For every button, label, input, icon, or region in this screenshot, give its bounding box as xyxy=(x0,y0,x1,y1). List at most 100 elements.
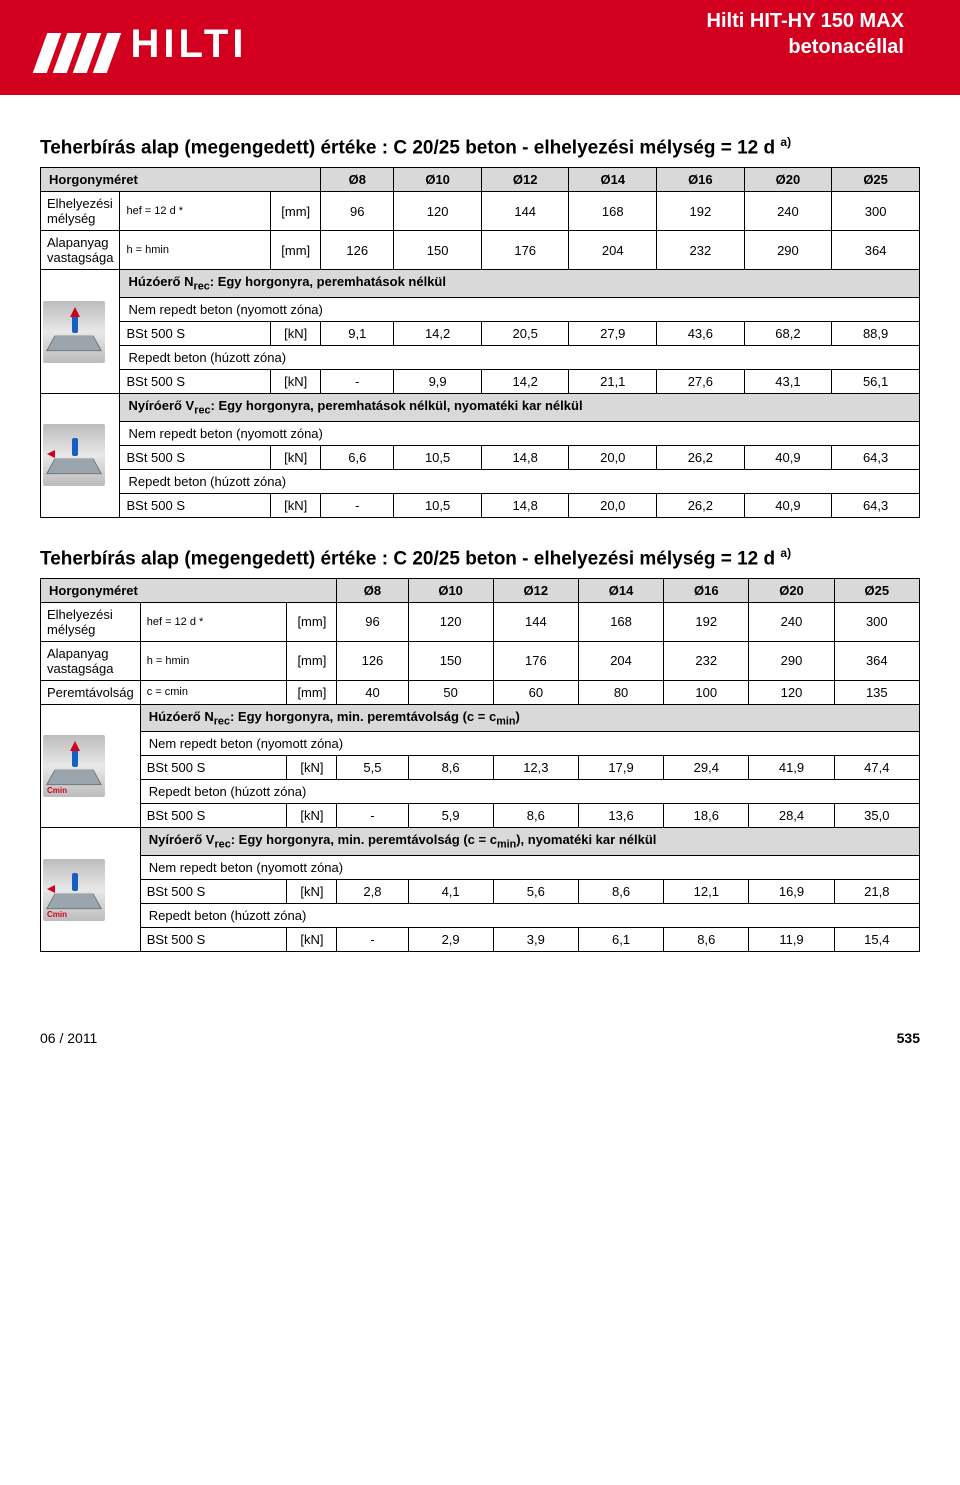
block-note: Repedt beton (húzott zóna) xyxy=(140,780,919,804)
cell-value: 20,5 xyxy=(481,321,569,345)
param-value: 204 xyxy=(569,231,657,270)
param-value: 126 xyxy=(337,641,408,680)
param-value: 144 xyxy=(481,192,569,231)
cell-value: 11,9 xyxy=(749,928,834,952)
param-value: 120 xyxy=(408,602,493,641)
param-symbol: c = cmin xyxy=(140,680,287,704)
param-symbol: h = hmin xyxy=(140,641,287,680)
cell-value: 13,6 xyxy=(578,804,663,828)
row-unit: [kN] xyxy=(287,756,337,780)
param-value: 300 xyxy=(834,602,919,641)
cell-value: - xyxy=(321,493,394,517)
anchor-size-label: Horgonyméret xyxy=(41,578,337,602)
size-header: Ø16 xyxy=(657,168,745,192)
cell-value: 26,2 xyxy=(657,493,745,517)
row-unit: [kN] xyxy=(271,493,321,517)
param-value: 168 xyxy=(569,192,657,231)
cell-value: 41,9 xyxy=(749,756,834,780)
cell-value: 17,9 xyxy=(578,756,663,780)
block-note: Repedt beton (húzott zóna) xyxy=(140,904,919,928)
cell-value: 20,0 xyxy=(569,493,657,517)
cell-value: 14,2 xyxy=(394,321,482,345)
icon-cell xyxy=(41,393,120,517)
cell-value: 12,1 xyxy=(664,880,749,904)
steel-label: BSt 500 S xyxy=(140,928,287,952)
tension-cmin-icon: Cmin xyxy=(43,735,105,797)
cell-value: 27,6 xyxy=(657,369,745,393)
cell-value: 64,3 xyxy=(832,493,920,517)
anchor-size-label: Horgonyméret xyxy=(41,168,321,192)
param-value: 50 xyxy=(408,680,493,704)
product-subtitle: betonacéllal xyxy=(707,34,904,60)
param-value: 192 xyxy=(657,192,745,231)
page-footer: 06 / 2011 535 xyxy=(0,1000,960,1066)
size-header: Ø12 xyxy=(481,168,569,192)
cell-value: 29,4 xyxy=(664,756,749,780)
row-unit: [kN] xyxy=(271,445,321,469)
param-value: 40 xyxy=(337,680,408,704)
param-value: 126 xyxy=(321,231,394,270)
group-header: Húzóerő Nrec: Egy horgonyra, min. peremt… xyxy=(140,704,919,732)
cell-value: 18,6 xyxy=(664,804,749,828)
size-header: Ø14 xyxy=(569,168,657,192)
param-value: 150 xyxy=(394,231,482,270)
param-value: 100 xyxy=(664,680,749,704)
cell-value: 43,1 xyxy=(744,369,832,393)
param-unit: [mm] xyxy=(271,231,321,270)
steel-label: BSt 500 S xyxy=(140,880,287,904)
param-value: 240 xyxy=(749,602,834,641)
cell-value: 4,1 xyxy=(408,880,493,904)
block-note: Repedt beton (húzott zóna) xyxy=(120,469,920,493)
content: Teherbírás alap (megengedett) értéke : C… xyxy=(0,95,960,1000)
tension-icon xyxy=(43,301,105,363)
hilti-logo: HILTI xyxy=(40,22,247,73)
size-header: Ø20 xyxy=(749,578,834,602)
param-value: 144 xyxy=(493,602,578,641)
icon-cell xyxy=(41,270,120,394)
cell-value: 10,5 xyxy=(394,445,482,469)
group-header: Nyíróerő Vrec: Egy horgonyra, peremhatás… xyxy=(120,393,920,421)
param-value: 204 xyxy=(578,641,663,680)
block-note: Nem repedt beton (nyomott zóna) xyxy=(120,421,920,445)
param-label: Alapanyag vastagsága xyxy=(41,641,141,680)
param-symbol: hef = 12 d * xyxy=(140,602,287,641)
shear-icon xyxy=(43,424,105,486)
cell-value: 21,8 xyxy=(834,880,919,904)
cell-value: 15,4 xyxy=(834,928,919,952)
cell-value: 56,1 xyxy=(832,369,920,393)
param-unit: [mm] xyxy=(287,602,337,641)
cell-value: 3,9 xyxy=(493,928,578,952)
icon-cell: Cmin xyxy=(41,828,141,952)
param-value: 290 xyxy=(744,231,832,270)
size-header: Ø25 xyxy=(834,578,919,602)
cell-value: 9,9 xyxy=(394,369,482,393)
param-value: 120 xyxy=(394,192,482,231)
footer-date: 06 / 2011 xyxy=(40,1030,97,1046)
cell-value: 2,9 xyxy=(408,928,493,952)
data-table: HorgonyméretØ8Ø10Ø12Ø14Ø16Ø20Ø25Elhelyez… xyxy=(40,578,920,952)
cell-value: 20,0 xyxy=(569,445,657,469)
cell-value: 88,9 xyxy=(832,321,920,345)
row-unit: [kN] xyxy=(271,321,321,345)
steel-label: BSt 500 S xyxy=(120,321,271,345)
page-header: HILTI Hilti HIT-HY 150 MAX betonacéllal xyxy=(0,0,960,95)
steel-label: BSt 500 S xyxy=(120,445,271,469)
param-value: 150 xyxy=(408,641,493,680)
icon-cell: Cmin xyxy=(41,704,141,828)
cell-value: 5,9 xyxy=(408,804,493,828)
param-value: 176 xyxy=(493,641,578,680)
cell-value: 8,6 xyxy=(493,804,578,828)
param-value: 96 xyxy=(321,192,394,231)
cell-value: 21,1 xyxy=(569,369,657,393)
cell-value: 35,0 xyxy=(834,804,919,828)
cell-value: 43,6 xyxy=(657,321,745,345)
header-product: Hilti HIT-HY 150 MAX betonacéllal xyxy=(683,0,920,68)
data-table: HorgonyméretØ8Ø10Ø12Ø14Ø16Ø20Ø25Elhelyez… xyxy=(40,167,920,517)
size-header: Ø25 xyxy=(832,168,920,192)
footer-page: 535 xyxy=(897,1030,920,1046)
block-note: Nem repedt beton (nyomott zóna) xyxy=(140,856,919,880)
logo-text: HILTI xyxy=(130,22,247,66)
param-value: 96 xyxy=(337,602,408,641)
param-value: 135 xyxy=(834,680,919,704)
cell-value: 14,8 xyxy=(481,493,569,517)
